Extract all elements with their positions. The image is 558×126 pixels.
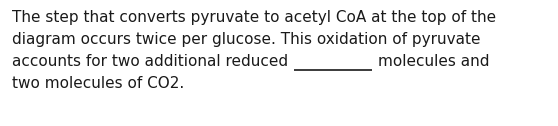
Text: accounts for two additional reduced: accounts for two additional reduced bbox=[12, 54, 288, 69]
Text: diagram occurs twice per glucose. This oxidation of pyruvate: diagram occurs twice per glucose. This o… bbox=[12, 32, 480, 47]
Text: molecules and: molecules and bbox=[378, 54, 489, 69]
Text: The step that converts pyruvate to acetyl CoA at the top of the: The step that converts pyruvate to acety… bbox=[12, 10, 496, 25]
Text: two molecules of CO2.: two molecules of CO2. bbox=[12, 76, 184, 91]
